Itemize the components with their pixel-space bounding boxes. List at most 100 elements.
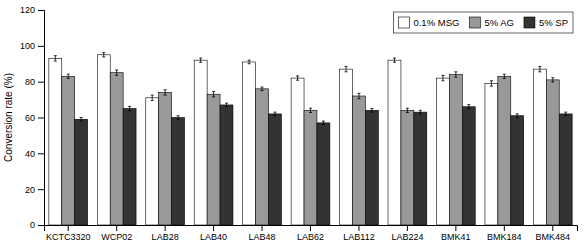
x-tick-mark	[116, 225, 117, 231]
error-bar	[102, 53, 105, 57]
error-bar	[551, 78, 554, 82]
bar	[123, 109, 136, 225]
error-bar	[503, 74, 506, 78]
x-tick-label: WCP02	[101, 232, 132, 242]
error-bar	[393, 58, 396, 62]
bar	[110, 73, 123, 225]
legend-item: 0.1% MSG	[398, 17, 459, 28]
error-bar	[516, 114, 519, 118]
error-bar	[199, 58, 202, 62]
bar	[62, 76, 75, 225]
bar	[546, 80, 559, 225]
bar	[269, 114, 282, 225]
x-tick-label: BMK184	[487, 232, 522, 242]
bar	[317, 123, 330, 225]
error-bar	[345, 66, 348, 71]
y-tick-label: 100	[20, 41, 35, 51]
error-bar	[490, 81, 493, 86]
y-tick-label: 20	[25, 185, 35, 195]
x-tick-mark	[455, 225, 456, 231]
legend-item: 5% SP	[524, 17, 568, 28]
x-tick: KCTC3320	[46, 225, 91, 242]
y-tick-mark	[38, 10, 44, 11]
x-tick-mark	[213, 225, 214, 231]
error-bar	[322, 121, 325, 125]
bar	[207, 94, 220, 225]
x-tick-label: LAB224	[391, 232, 423, 242]
error-bar	[67, 74, 70, 78]
y-tick-label: 80	[25, 77, 35, 87]
error-bar	[538, 66, 541, 71]
bar	[340, 69, 353, 225]
bar	[243, 62, 256, 225]
error-bar	[225, 103, 228, 107]
x-tick-mark	[358, 225, 359, 231]
x-axis-line	[45, 226, 578, 232]
bar	[498, 76, 511, 225]
bar	[462, 107, 475, 225]
error-bar	[406, 108, 409, 112]
bar	[511, 116, 524, 225]
x-tick-mark	[407, 225, 408, 231]
bar	[485, 83, 498, 225]
x-tick-label: LAB62	[297, 232, 324, 242]
legend-label: 5% SP	[539, 17, 568, 28]
x-tick: BMK484	[536, 225, 571, 242]
error-bar	[177, 116, 180, 120]
error-bar	[419, 110, 422, 114]
marks	[49, 53, 572, 225]
x-tick-label: LAB48	[249, 232, 276, 242]
y-tick: 60	[25, 113, 44, 123]
x-tick: LAB48	[249, 225, 276, 242]
error-bar	[54, 56, 57, 61]
x-tick: LAB224	[391, 225, 423, 242]
x-tick-label: LAB112	[343, 232, 374, 242]
y-tick: 40	[25, 149, 44, 159]
bar	[388, 60, 401, 225]
bar	[97, 55, 110, 225]
x-tick-label: BMK41	[441, 232, 471, 242]
bar	[436, 78, 449, 225]
bar	[401, 110, 414, 225]
x-axis: KCTC3320WCP02LAB28LAB40LAB48LAB62LAB112L…	[45, 225, 578, 242]
error-bar	[441, 75, 444, 80]
bar	[533, 69, 546, 225]
legend-label: 5% AG	[484, 17, 514, 28]
bar	[220, 105, 233, 225]
y-tick: 120	[20, 5, 44, 15]
x-tick: LAB62	[297, 225, 324, 242]
error-bar	[564, 112, 567, 116]
error-bar	[273, 112, 276, 116]
y-tick: 0	[30, 220, 44, 230]
y-axis-title: Conversion rate (%)	[3, 73, 14, 162]
x-tick-label: BMK484	[536, 232, 571, 242]
y-axis: 0 20 40 60 80 100 120	[20, 5, 45, 230]
bar	[159, 92, 172, 225]
series	[49, 53, 546, 225]
error-bar	[164, 90, 167, 95]
bar	[304, 110, 317, 225]
bar	[291, 78, 304, 225]
bar	[559, 114, 572, 225]
bar	[365, 110, 378, 225]
chart: 020406080100120KCTC3320WCP02LAB28LAB40LA…	[0, 0, 585, 249]
series	[75, 103, 572, 225]
error-bar	[370, 109, 373, 113]
legend-label: 0.1% MSG	[413, 17, 459, 28]
y-tick-label: 0	[30, 220, 35, 230]
legend-item: 5% AG	[469, 17, 514, 28]
x-tick: LAB112	[343, 225, 374, 242]
error-bar	[467, 105, 470, 109]
error-bar	[115, 70, 118, 75]
x-tick: LAB40	[200, 225, 227, 242]
error-bar	[248, 60, 251, 64]
legend-frame	[393, 12, 573, 33]
error-bar	[296, 76, 299, 80]
error-bar	[128, 106, 131, 110]
bar	[414, 112, 427, 225]
x-tick: BMK184	[487, 225, 522, 242]
bar	[75, 119, 88, 225]
error-bar	[212, 92, 215, 97]
x-tick-mark	[165, 225, 166, 231]
x-tick-mark	[310, 225, 311, 231]
